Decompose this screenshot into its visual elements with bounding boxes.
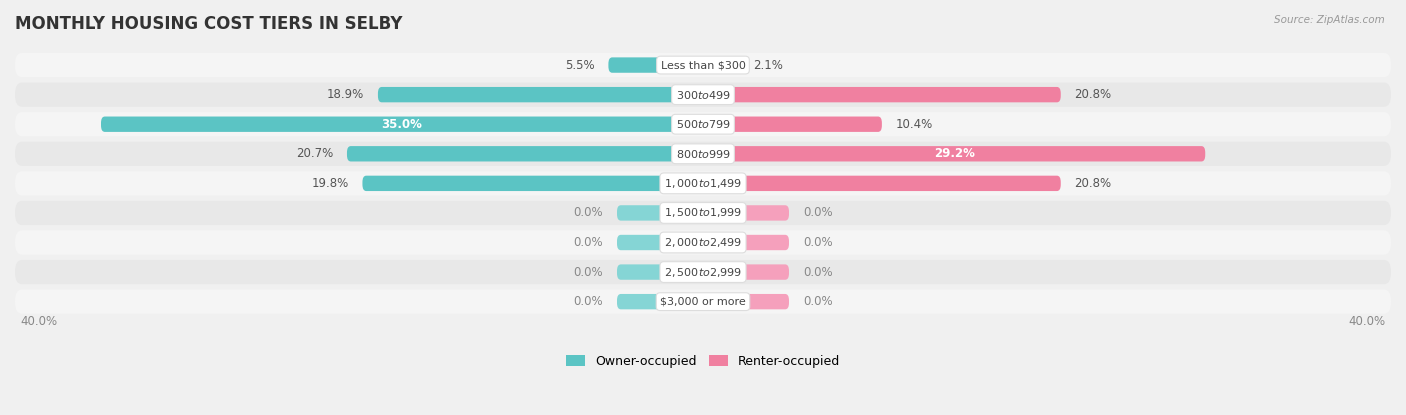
Text: $1,500 to $1,999: $1,500 to $1,999 — [664, 206, 742, 220]
FancyBboxPatch shape — [617, 205, 703, 221]
Text: $3,000 or more: $3,000 or more — [661, 297, 745, 307]
Text: Source: ZipAtlas.com: Source: ZipAtlas.com — [1274, 15, 1385, 24]
FancyBboxPatch shape — [617, 294, 703, 309]
Text: 35.0%: 35.0% — [381, 118, 422, 131]
FancyBboxPatch shape — [617, 264, 703, 280]
FancyBboxPatch shape — [703, 294, 789, 309]
FancyBboxPatch shape — [347, 146, 703, 161]
FancyBboxPatch shape — [703, 235, 789, 250]
FancyBboxPatch shape — [703, 57, 740, 73]
Text: 0.0%: 0.0% — [803, 206, 832, 220]
Text: $300 to $499: $300 to $499 — [675, 89, 731, 101]
Text: 0.0%: 0.0% — [574, 295, 603, 308]
FancyBboxPatch shape — [15, 290, 1391, 314]
Text: $1,000 to $1,499: $1,000 to $1,499 — [664, 177, 742, 190]
FancyBboxPatch shape — [15, 230, 1391, 255]
Legend: Owner-occupied, Renter-occupied: Owner-occupied, Renter-occupied — [567, 355, 839, 368]
FancyBboxPatch shape — [363, 176, 703, 191]
Text: $2,000 to $2,499: $2,000 to $2,499 — [664, 236, 742, 249]
Text: 0.0%: 0.0% — [803, 295, 832, 308]
FancyBboxPatch shape — [703, 146, 1205, 161]
FancyBboxPatch shape — [15, 53, 1391, 77]
FancyBboxPatch shape — [609, 57, 703, 73]
FancyBboxPatch shape — [703, 87, 1060, 103]
FancyBboxPatch shape — [703, 205, 789, 221]
Text: 10.4%: 10.4% — [896, 118, 934, 131]
FancyBboxPatch shape — [15, 260, 1391, 284]
Text: 0.0%: 0.0% — [803, 266, 832, 278]
Text: 40.0%: 40.0% — [1348, 315, 1386, 328]
Text: 20.7%: 20.7% — [295, 147, 333, 160]
Text: 5.5%: 5.5% — [565, 59, 595, 71]
FancyBboxPatch shape — [617, 235, 703, 250]
FancyBboxPatch shape — [703, 176, 1060, 191]
FancyBboxPatch shape — [15, 201, 1391, 225]
Text: 20.8%: 20.8% — [1074, 177, 1112, 190]
Text: 19.8%: 19.8% — [312, 177, 349, 190]
Text: $500 to $799: $500 to $799 — [675, 118, 731, 130]
FancyBboxPatch shape — [15, 83, 1391, 107]
Text: 2.1%: 2.1% — [752, 59, 783, 71]
FancyBboxPatch shape — [703, 117, 882, 132]
Text: 0.0%: 0.0% — [574, 206, 603, 220]
Text: 0.0%: 0.0% — [574, 236, 603, 249]
Text: Less than $300: Less than $300 — [661, 60, 745, 70]
Text: MONTHLY HOUSING COST TIERS IN SELBY: MONTHLY HOUSING COST TIERS IN SELBY — [15, 15, 402, 33]
Text: $2,500 to $2,999: $2,500 to $2,999 — [664, 266, 742, 278]
Text: 0.0%: 0.0% — [574, 266, 603, 278]
FancyBboxPatch shape — [15, 142, 1391, 166]
FancyBboxPatch shape — [15, 112, 1391, 137]
Text: 18.9%: 18.9% — [328, 88, 364, 101]
Text: $800 to $999: $800 to $999 — [675, 148, 731, 160]
Text: 20.8%: 20.8% — [1074, 88, 1112, 101]
Text: 40.0%: 40.0% — [20, 315, 58, 328]
FancyBboxPatch shape — [378, 87, 703, 103]
FancyBboxPatch shape — [15, 171, 1391, 195]
FancyBboxPatch shape — [101, 117, 703, 132]
Text: 0.0%: 0.0% — [803, 236, 832, 249]
Text: 29.2%: 29.2% — [934, 147, 974, 160]
FancyBboxPatch shape — [703, 264, 789, 280]
